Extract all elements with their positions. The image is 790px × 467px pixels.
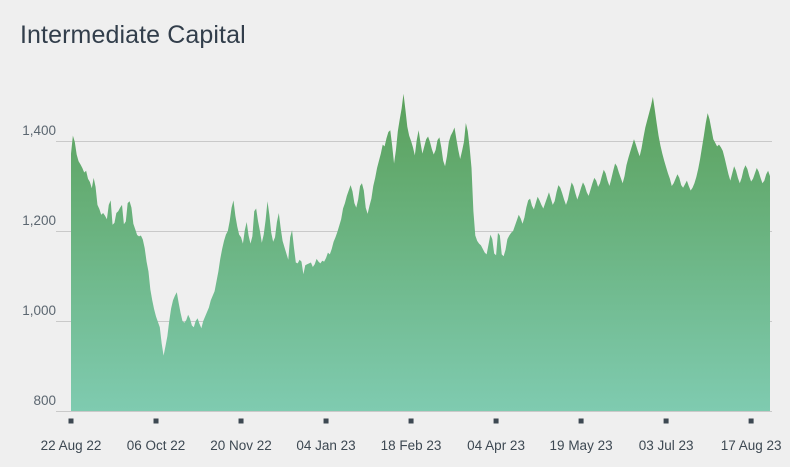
price-area (71, 93, 770, 411)
y-axis-labels: 800 1,000 1,200 1,400 (22, 123, 56, 408)
x-tick-label: 18 Feb 23 (381, 438, 442, 453)
x-tick-mark (408, 418, 414, 424)
x-tick-label: 20 Nov 22 (210, 438, 272, 453)
x-tick-label: 04 Apr 23 (467, 438, 525, 453)
x-tick-label: 03 Jul 23 (639, 438, 694, 453)
x-tick-label: 04 Jan 23 (296, 438, 355, 453)
x-tick-mark (153, 418, 159, 424)
x-tick-mark (663, 418, 669, 424)
x-tick-mark (578, 418, 584, 424)
page-title: Intermediate Capital (20, 21, 246, 49)
y-tick-label: 800 (33, 393, 56, 408)
x-tick-mark (68, 418, 74, 424)
y-tick-label: 1,200 (22, 213, 56, 228)
x-tick-mark (238, 418, 244, 424)
x-tick-label: 06 Oct 22 (127, 438, 186, 453)
x-tick-label: 19 May 23 (550, 438, 613, 453)
x-axis-tickmarks (68, 418, 754, 424)
x-tick-mark (748, 418, 754, 424)
x-tick-label: 22 Aug 22 (41, 438, 102, 453)
x-tick-label: 17 Aug 23 (721, 438, 782, 453)
y-tick-label: 1,400 (22, 123, 56, 138)
x-tick-mark (323, 418, 329, 424)
area-series (71, 93, 770, 411)
y-tick-label: 1,000 (22, 303, 56, 318)
x-axis-labels: 22 Aug 22 06 Oct 22 20 Nov 22 04 Jan 23 18 F… (41, 438, 782, 453)
x-tick-mark (493, 418, 499, 424)
